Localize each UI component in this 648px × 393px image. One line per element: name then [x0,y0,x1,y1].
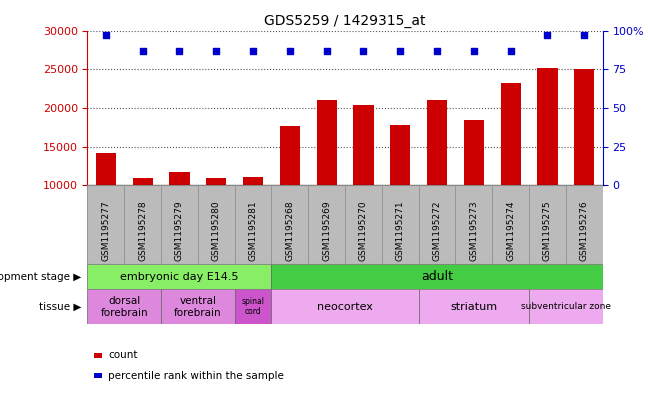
Point [284,48,295,54]
Bar [87,264,272,289]
Bar [235,289,272,324]
Point [505,48,516,54]
Text: neocortex: neocortex [317,302,373,312]
Text: dorsal
forebrain: dorsal forebrain [100,296,148,318]
Text: GSM1195270: GSM1195270 [359,200,368,261]
Bar [529,289,603,324]
Text: embryonic day E14.5: embryonic day E14.5 [121,272,238,282]
Bar [272,289,419,324]
Text: GSM1195281: GSM1195281 [249,200,257,261]
Title: GDS5259 / 1429315_at: GDS5259 / 1429315_at [264,14,426,28]
Text: adult: adult [421,270,453,283]
Text: subventricular zone: subventricular zone [521,302,611,311]
Bar [316,100,337,263]
Bar [169,173,190,263]
Text: GSM1195280: GSM1195280 [212,200,221,261]
Bar [390,125,410,263]
Text: GSM1195273: GSM1195273 [469,200,478,261]
Text: striatum: striatum [450,302,498,312]
Point [395,48,406,54]
Bar [87,289,161,324]
Text: GSM1195279: GSM1195279 [175,200,184,261]
Bar [353,105,374,263]
Bar [464,121,484,263]
Text: ventral
forebrain: ventral forebrain [174,296,222,318]
Text: GSM1195276: GSM1195276 [580,200,589,261]
Text: percentile rank within the sample: percentile rank within the sample [108,371,284,381]
Bar [427,100,447,263]
Text: GSM1195272: GSM1195272 [433,200,441,261]
Point [248,48,259,54]
Text: tissue ▶: tissue ▶ [39,302,81,312]
Bar [280,126,300,263]
Text: GSM1195277: GSM1195277 [101,200,110,261]
Text: GSM1195278: GSM1195278 [138,200,147,261]
Point [211,48,222,54]
Point [174,48,185,54]
Bar [574,69,594,263]
Point [321,48,332,54]
Point [358,48,369,54]
Text: GSM1195268: GSM1195268 [285,200,294,261]
Point [469,48,479,54]
Bar [96,153,116,263]
Bar [537,68,557,263]
Text: spinal
cord: spinal cord [242,297,264,316]
Point [137,48,148,54]
Bar [133,178,153,263]
Point [579,32,590,39]
Text: GSM1195274: GSM1195274 [506,200,515,261]
Point [100,32,111,39]
Text: development stage ▶: development stage ▶ [0,272,81,282]
Bar [272,264,603,289]
Text: GSM1195271: GSM1195271 [396,200,405,261]
Text: GSM1195269: GSM1195269 [322,200,331,261]
Bar [161,289,235,324]
Bar [206,178,226,263]
Text: GSM1195275: GSM1195275 [543,200,552,261]
Point [432,48,442,54]
Bar [500,83,521,263]
Bar [243,177,263,263]
Bar [419,289,529,324]
Text: count: count [108,350,138,360]
Point [542,32,553,39]
